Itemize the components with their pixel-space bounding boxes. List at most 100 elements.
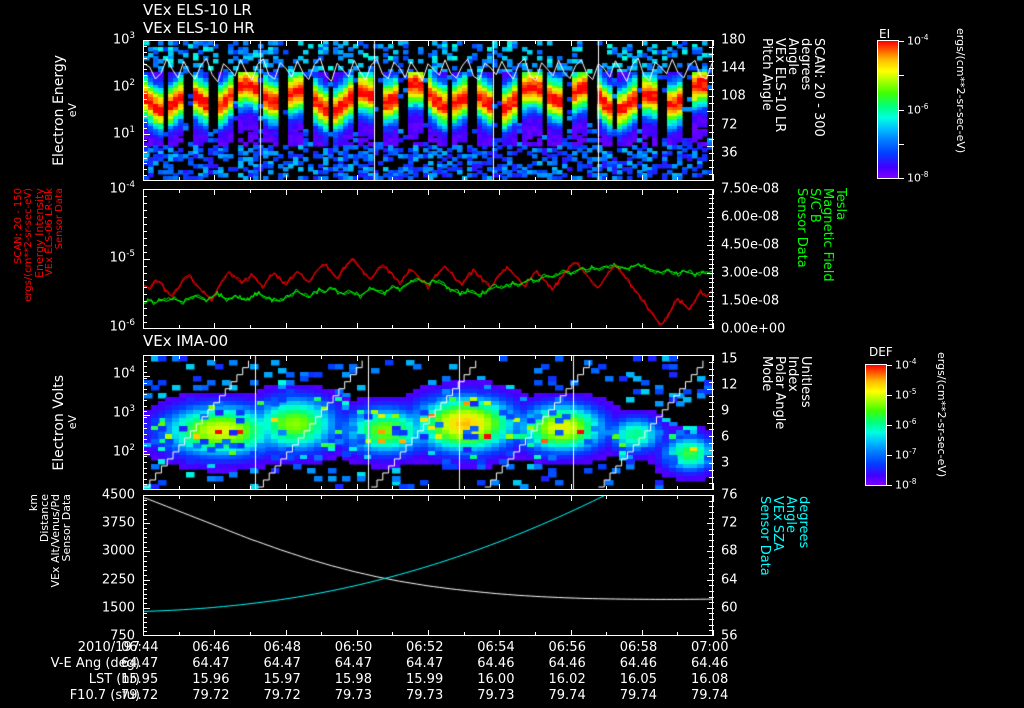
table-cell: 06:46 <box>192 640 230 655</box>
colorbar-3-title: DEF <box>869 345 893 359</box>
axis-tick <box>214 630 215 636</box>
axis-tick <box>709 551 714 553</box>
axis-tick <box>709 301 714 302</box>
axis-tick <box>392 632 393 636</box>
axis-tick <box>143 433 147 435</box>
table-cell: 15.96 <box>192 672 230 687</box>
axis-tick <box>143 467 147 469</box>
axis-tick <box>606 325 607 329</box>
axis-tick <box>713 484 714 490</box>
axis-tick <box>143 513 147 515</box>
axis-tick <box>214 175 215 181</box>
axis-tick <box>143 473 147 475</box>
axis-tick <box>321 486 322 490</box>
axis-tick <box>709 395 714 397</box>
table-cell: 15.98 <box>334 672 372 687</box>
axis-tick <box>428 175 429 181</box>
axis-tick <box>606 486 607 490</box>
axis-tick <box>143 259 147 260</box>
axis-tick <box>606 40 607 44</box>
axis-tick <box>642 355 643 361</box>
axis-tick <box>709 409 714 410</box>
axis-tick <box>709 217 714 218</box>
axis-tick <box>250 486 251 490</box>
p1-exp-2: 2 <box>129 78 135 89</box>
axis-tick <box>709 562 714 564</box>
table-cell: 64.46 <box>477 656 515 671</box>
axis-tick <box>709 166 714 168</box>
table-cell: 64.47 <box>121 656 159 671</box>
axis-tick <box>143 196 147 197</box>
axis-tick <box>321 189 322 193</box>
table-cell: 07:00 <box>691 640 729 655</box>
axis-tick <box>143 287 147 288</box>
axis-tick <box>709 596 714 598</box>
axis-tick <box>143 598 147 600</box>
axis-tick <box>214 484 215 490</box>
table-cell: 16.00 <box>477 672 515 687</box>
table-cell: 64.46 <box>548 656 586 671</box>
panel-3-left-ticks: 104 103 102 <box>112 365 135 460</box>
axis-tick <box>709 469 714 471</box>
axis-tick <box>143 355 147 356</box>
axis-tick <box>709 368 714 370</box>
axis-tick <box>677 486 678 490</box>
axis-tick <box>143 593 147 595</box>
axis-tick <box>713 175 714 181</box>
axis-tick <box>709 282 714 284</box>
axis-tick <box>709 557 714 559</box>
table-cell: 15.95 <box>121 672 159 687</box>
table-cell: 64.46 <box>691 656 729 671</box>
axis-tick <box>464 632 465 636</box>
panel-1-left-ticks: 103 102 101 <box>112 31 135 142</box>
axis-tick <box>606 495 607 499</box>
axis-tick <box>143 40 144 46</box>
axis-tick <box>709 89 714 91</box>
axis-tick <box>143 400 147 401</box>
axis-tick <box>286 40 287 46</box>
axis-tick <box>143 45 147 47</box>
axis-tick <box>143 301 147 302</box>
axis-tick <box>709 476 714 478</box>
axis-tick <box>642 484 643 490</box>
axis-tick <box>179 495 180 499</box>
axis-tick <box>709 624 714 626</box>
axis-tick <box>143 98 147 100</box>
panel-4-plot-area <box>143 495 713 636</box>
axis-tick <box>143 328 150 329</box>
axis-tick <box>709 259 714 260</box>
axis-tick <box>464 177 465 181</box>
table-row-label-0: 2010/197 <box>77 640 140 655</box>
table-cell: 79.72 <box>121 688 159 703</box>
axis-tick <box>709 263 714 265</box>
axis-tick <box>709 117 714 119</box>
axis-tick <box>143 422 147 424</box>
axis-tick <box>143 322 147 323</box>
axis-tick <box>428 40 429 46</box>
axis-tick <box>709 573 714 575</box>
cb1-exp-mid: -6 <box>921 101 929 111</box>
panel-4-right-ticks: 76 72 68 64 60 56 <box>721 487 738 644</box>
axis-tick <box>143 484 144 490</box>
axis-tick <box>179 40 180 44</box>
axis-tick <box>464 355 465 359</box>
axis-tick <box>179 486 180 490</box>
axis-tick <box>571 323 572 329</box>
axis-tick <box>392 177 393 181</box>
axis-tick <box>179 355 180 359</box>
axis-tick <box>709 528 714 530</box>
axis-tick <box>535 355 536 359</box>
axis-tick <box>250 355 251 359</box>
axis-tick <box>709 315 714 316</box>
axis-tick <box>143 110 147 112</box>
p2-exp-5: -5 <box>126 249 135 260</box>
panel-2-right-axis-label: Sensor Data S/C B Magnetic Field Tesla <box>794 188 848 282</box>
table-cell: 06:50 <box>334 640 373 655</box>
axis-tick <box>642 189 643 195</box>
axis-tick <box>709 436 714 437</box>
axis-tick <box>709 579 714 581</box>
axis-tick <box>143 579 147 581</box>
table-cell: 16.08 <box>691 672 729 687</box>
panel-4-left-axis-label: km Distance VEx Alt/Venus/Pd Sensor Data <box>27 494 73 588</box>
p3-exp-2: 2 <box>129 443 135 454</box>
